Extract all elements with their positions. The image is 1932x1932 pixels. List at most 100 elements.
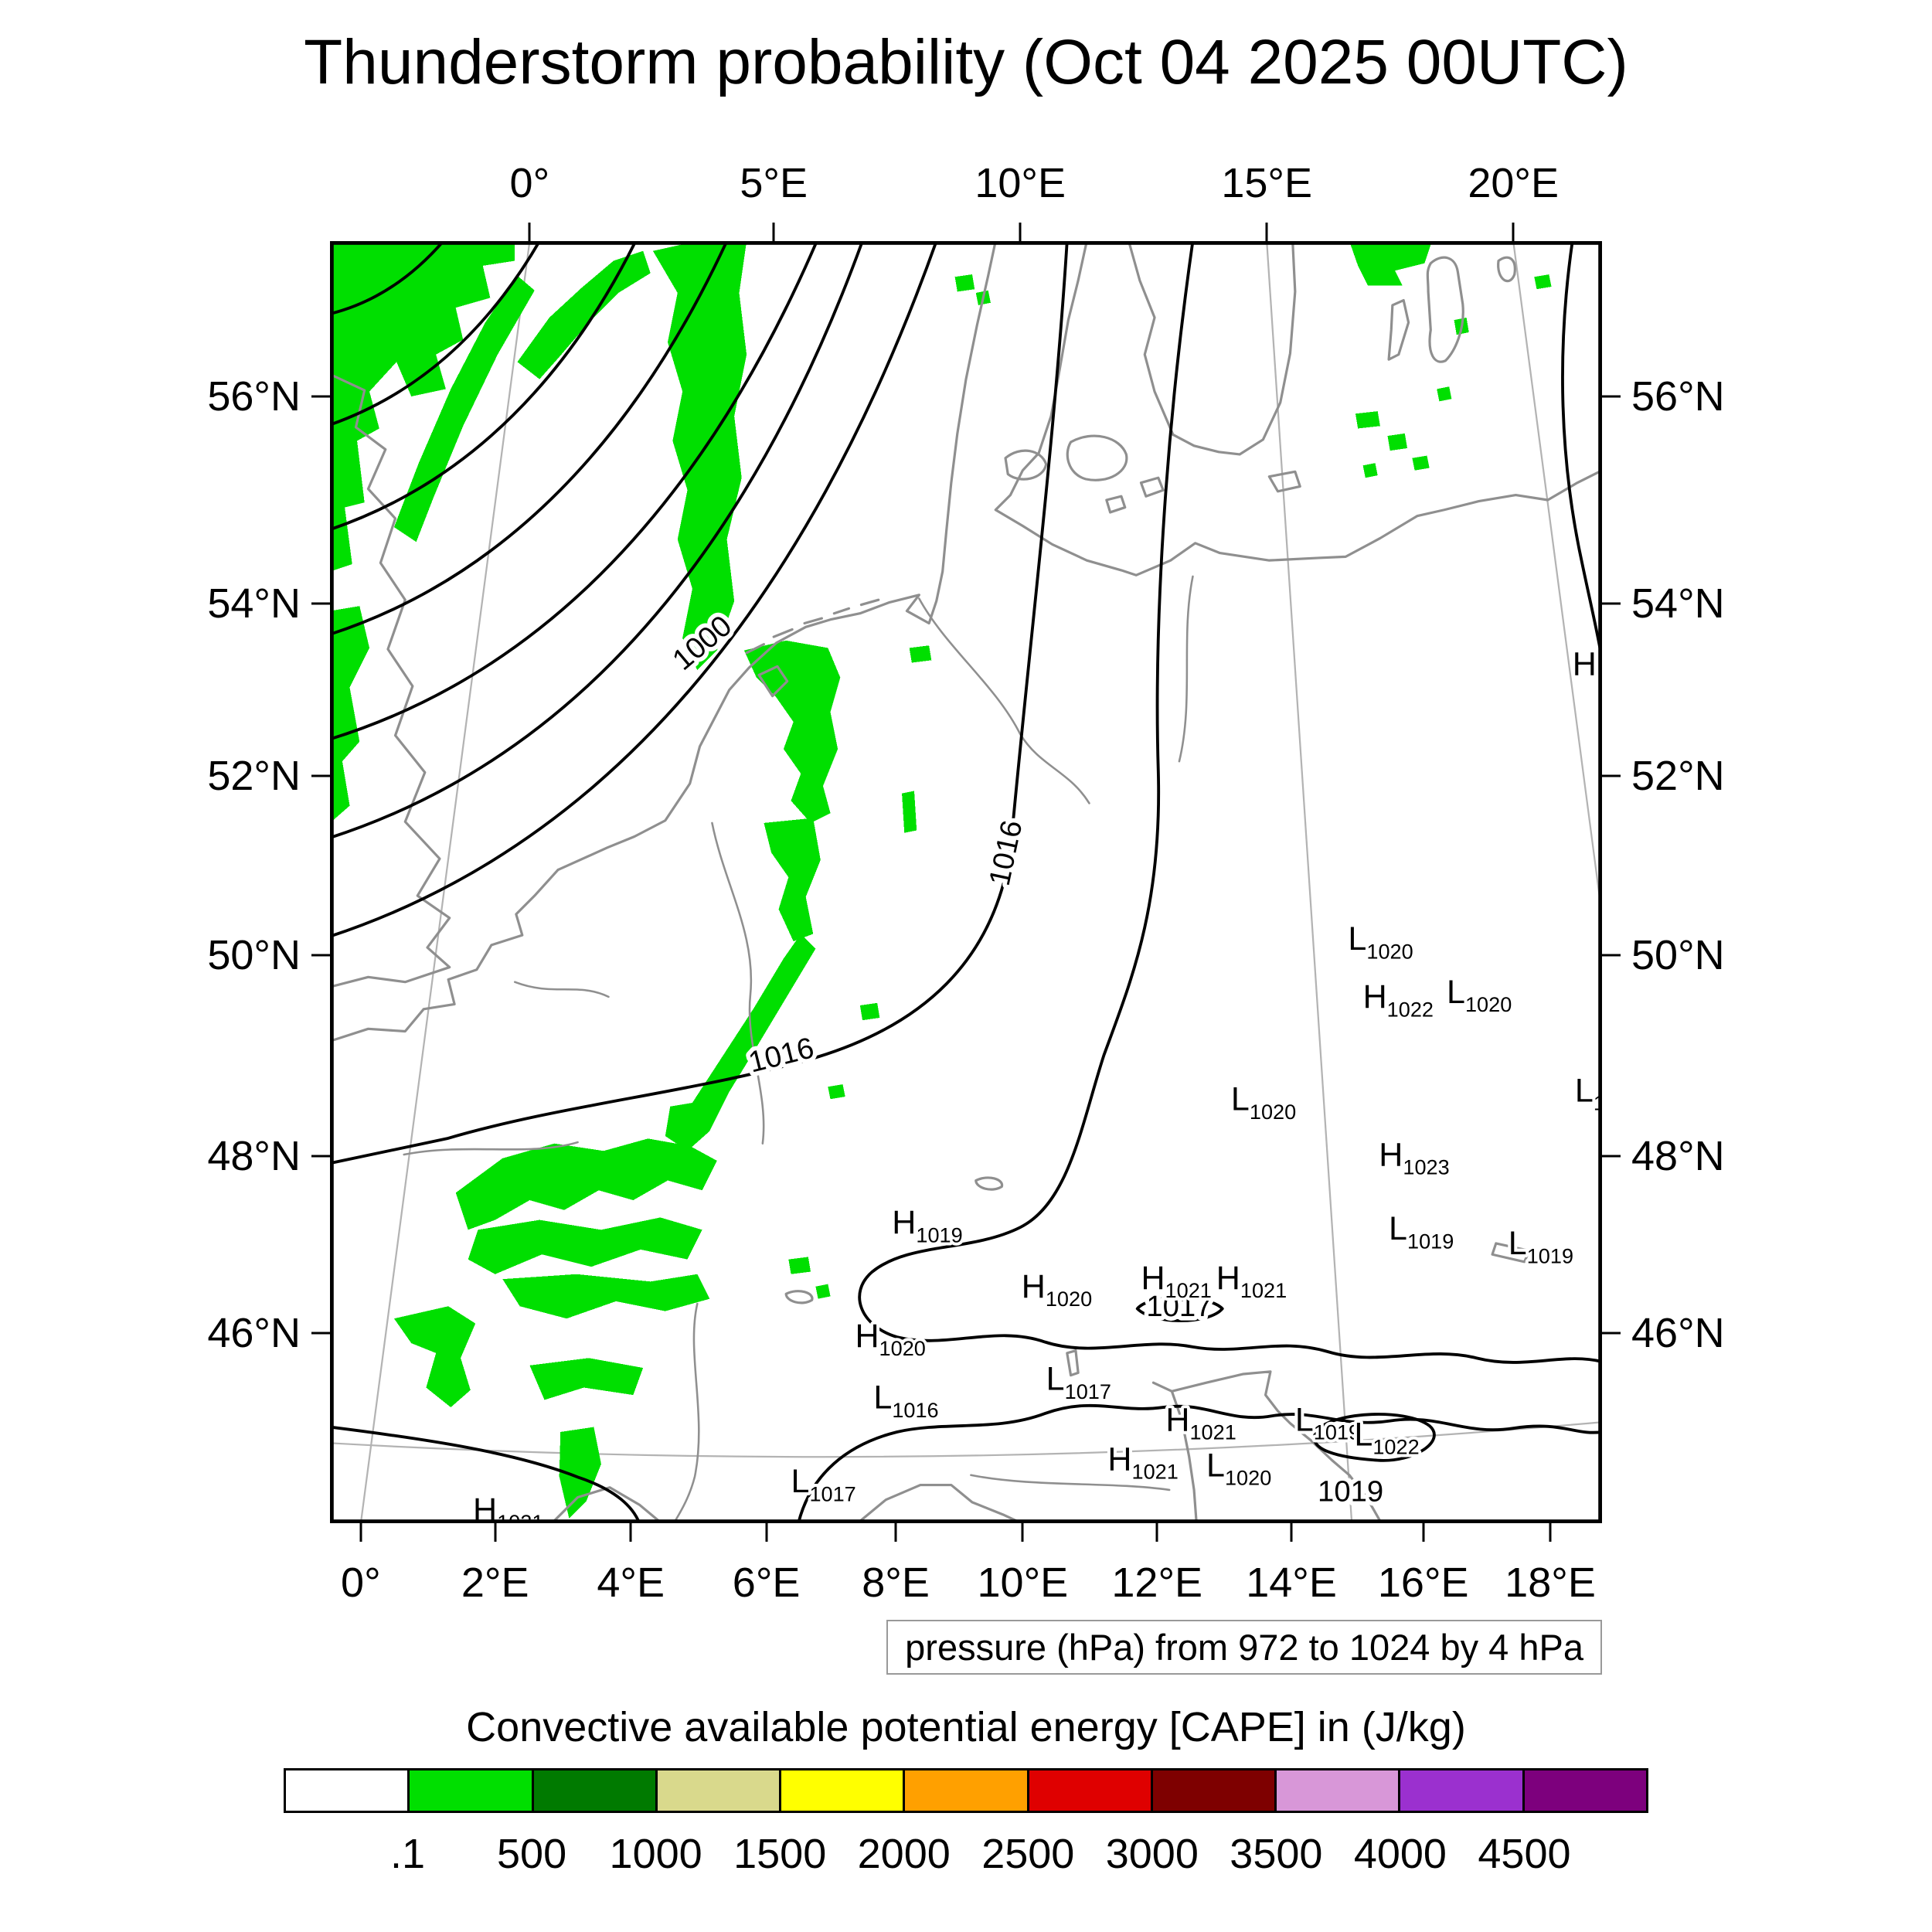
axis-tick-right — [1602, 1332, 1621, 1335]
pressure-center-l: L10 — [1575, 1072, 1602, 1114]
colorbar-tick-label: .1 — [390, 1831, 426, 1877]
colorbar-cell — [781, 1770, 906, 1811]
axis-label-bottom: 12°E — [1111, 1560, 1203, 1606]
axis-tick-top — [1019, 223, 1022, 241]
axis-label-right: 48°N — [1631, 1132, 1725, 1179]
axis-tick-bottom — [1290, 1523, 1293, 1542]
axis-label-top: 20°E — [1468, 160, 1559, 206]
colorbar-tick-label: 3000 — [1105, 1831, 1199, 1877]
axis-tick-top — [528, 223, 531, 241]
pressure-center-h: H1019 — [892, 1204, 962, 1247]
axis-label-bottom: 10°E — [977, 1560, 1069, 1606]
axis-label-right: 50°N — [1631, 931, 1725, 978]
axis-label-left: 48°N — [207, 1132, 301, 1179]
graticule-lines — [330, 241, 1602, 1523]
cape-region — [1349, 241, 1552, 478]
colorbar-tick-label: 1500 — [733, 1831, 827, 1877]
axis-label-right: 52°N — [1631, 753, 1725, 800]
colorbar-cell — [905, 1770, 1029, 1811]
axis-tick-bottom — [1549, 1523, 1552, 1542]
axis-label-right: 46°N — [1631, 1310, 1725, 1357]
pressure-center-l: L1016 — [873, 1379, 938, 1422]
colorbar-tick-labels: .1 500 1000 1500 2000 2500 3000 3500 4000 4500 — [284, 1830, 1648, 1879]
pressure-centers: H L1020 H1022 L1020 L10 L1020 H1023 L1019 L1019 H… — [470, 643, 1602, 1523]
colorbar-cell — [1029, 1770, 1153, 1811]
pressure-center-h: H1021 — [1216, 1260, 1287, 1302]
cape-regions — [330, 241, 1552, 1519]
axis-tick-top — [772, 223, 775, 241]
axis-label-bottom: 18°E — [1505, 1560, 1596, 1606]
axis-label-top: 10°E — [975, 160, 1066, 206]
pressure-center-h: H1023 — [1379, 1136, 1449, 1179]
pressure-center-h: H1021 — [473, 1492, 543, 1523]
axis-label-top: 15°E — [1221, 160, 1312, 206]
axis-tick-right — [1602, 774, 1621, 777]
pressure-center-h: H1021 — [1107, 1440, 1178, 1483]
colorbar — [284, 1768, 1648, 1813]
axis-tick-left — [311, 774, 330, 777]
colorbar-cell — [1524, 1770, 1646, 1811]
contour-label: 1017 — [1146, 1290, 1212, 1323]
pressure-center-l: L1020 — [1206, 1447, 1271, 1489]
axis-label-bottom: 2°E — [461, 1560, 529, 1606]
pressure-center-h: H1021 — [1165, 1401, 1236, 1444]
axis-tick-left — [311, 1155, 330, 1158]
axis-tick-right — [1602, 395, 1621, 398]
pressure-center-l: L1020 — [1231, 1081, 1296, 1124]
axis-label-top: 5°E — [740, 160, 808, 206]
lakes — [784, 1176, 1531, 1377]
colorbar-tick-label: 2500 — [981, 1831, 1075, 1877]
axis-label-left: 50°N — [207, 931, 301, 978]
colorbar-tick-label: 2000 — [857, 1831, 951, 1877]
pressure-center-l: L1019 — [1295, 1401, 1360, 1444]
colorbar-title: Convective available potential energy [C… — [466, 1704, 1466, 1750]
colorbar-cell — [410, 1770, 534, 1811]
axis-tick-bottom — [765, 1523, 768, 1542]
cape-region — [393, 1138, 831, 1519]
colorbar-cell — [533, 1770, 658, 1811]
axis-tick-left — [311, 395, 330, 398]
pressure-center-h: H — [1573, 646, 1597, 683]
axis-tick-bottom — [494, 1523, 497, 1542]
axis-label-bottom: 16°E — [1377, 1560, 1469, 1606]
axis-label-bottom: 4°E — [597, 1560, 665, 1606]
pressure-center-l: L1020 — [1447, 974, 1512, 1016]
axis-label-left: 52°N — [207, 753, 301, 800]
axis-tick-bottom — [1021, 1523, 1024, 1542]
colorbar-cell — [1277, 1770, 1401, 1811]
cape-region — [330, 241, 535, 823]
colorbar-cell — [657, 1770, 782, 1811]
contour-label: 1019 — [1318, 1475, 1383, 1508]
axis-tick-left — [311, 602, 330, 605]
axis-tick-right — [1602, 954, 1621, 957]
axis-label-left: 54°N — [207, 580, 301, 627]
rivers — [403, 575, 1194, 1523]
pressure-center-l: L1017 — [1046, 1361, 1111, 1403]
axis-label-bottom: 0° — [341, 1560, 381, 1606]
axis-tick-top — [1265, 223, 1268, 241]
axis-label-bottom: 14°E — [1246, 1560, 1337, 1606]
page-title: Thunderstorm probability (Oct 04 2025 00… — [304, 27, 1628, 97]
colorbar-cell — [1400, 1770, 1525, 1811]
pressure-center-l: L1017 — [791, 1463, 856, 1505]
axis-label-bottom: 8°E — [862, 1560, 930, 1606]
axis-tick-top — [1512, 223, 1515, 241]
colorbar-tick-label: 3500 — [1230, 1831, 1323, 1877]
axis-tick-bottom — [629, 1523, 632, 1542]
axis-tick-right — [1602, 1155, 1621, 1158]
axis-tick-left — [311, 954, 330, 957]
coastlines — [330, 241, 1602, 1523]
axis-tick-bottom — [359, 1523, 362, 1542]
axis-label-top: 0° — [509, 160, 550, 206]
colorbar-cell — [286, 1770, 410, 1811]
pressure-center-h: H1020 — [1022, 1268, 1092, 1311]
pressure-caption: pressure (hPa) from 972 to 1024 by 4 hPa — [886, 1620, 1602, 1675]
pressure-center-l: L1020 — [1348, 920, 1413, 963]
pressure-center-h: H1020 — [855, 1318, 925, 1360]
pressure-center-h: H1022 — [1363, 978, 1434, 1021]
axis-tick-bottom — [1155, 1523, 1158, 1542]
